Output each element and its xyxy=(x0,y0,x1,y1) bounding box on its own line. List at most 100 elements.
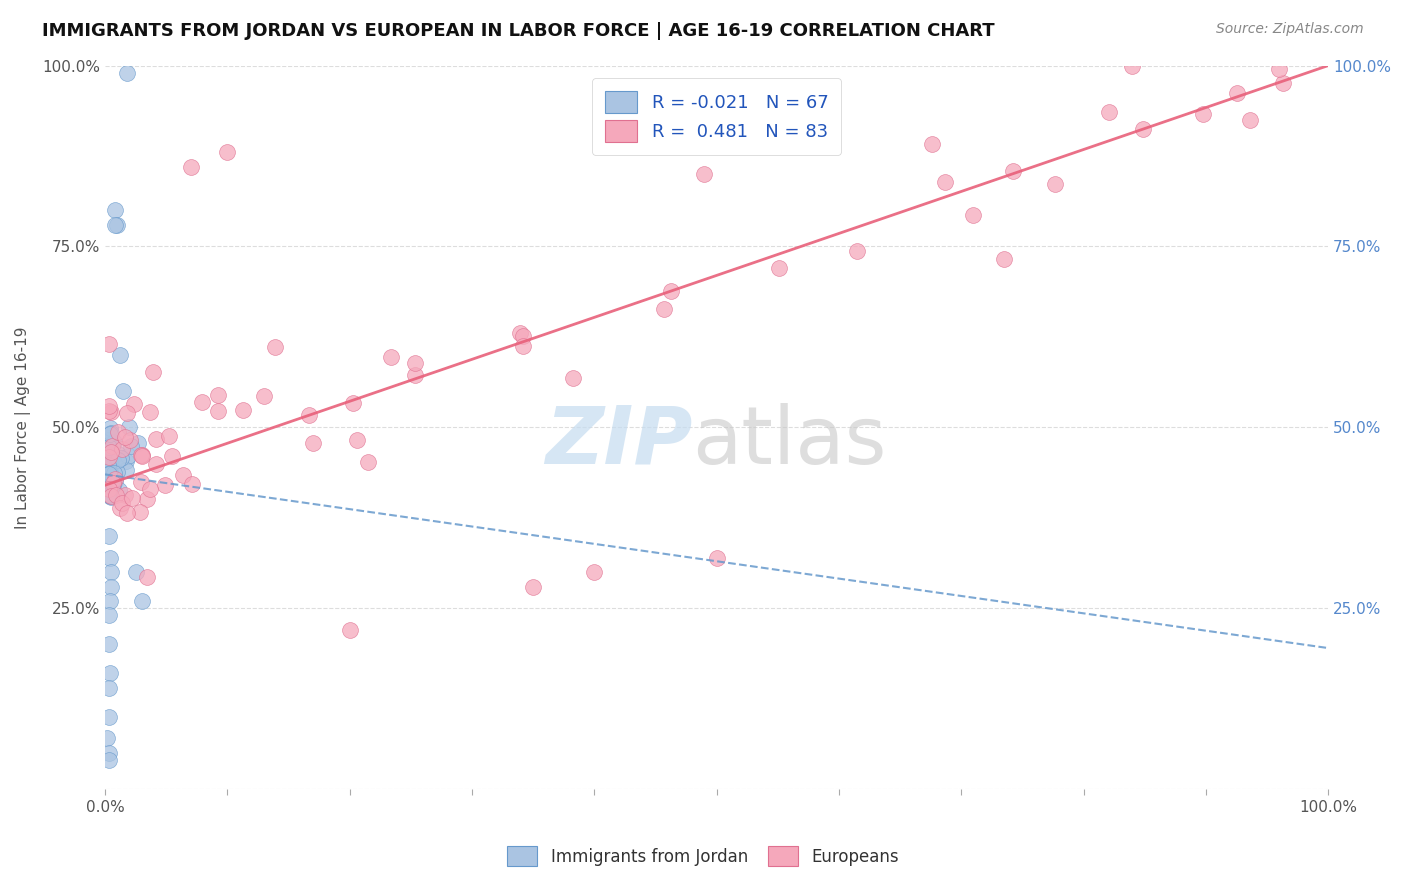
Point xyxy=(1098,104,1121,119)
Point xyxy=(135,492,157,507)
Point xyxy=(404,356,426,370)
Point xyxy=(993,252,1015,267)
Point xyxy=(297,409,319,423)
Point xyxy=(357,455,380,469)
Point xyxy=(97,456,120,470)
Point xyxy=(1045,177,1067,191)
Point xyxy=(104,488,127,502)
Point xyxy=(101,439,124,453)
Point xyxy=(509,326,531,341)
Point xyxy=(97,471,120,485)
Point xyxy=(107,446,129,460)
Point xyxy=(108,501,131,516)
Point xyxy=(96,458,118,472)
Point xyxy=(191,395,214,409)
Point xyxy=(121,491,143,505)
Point xyxy=(98,400,121,414)
Point xyxy=(96,456,118,470)
Point xyxy=(1192,107,1215,121)
Point xyxy=(97,467,120,481)
Point xyxy=(112,384,135,399)
Point xyxy=(97,608,120,623)
Point xyxy=(97,337,120,351)
Point xyxy=(97,637,120,651)
Point xyxy=(173,467,195,482)
Point xyxy=(921,136,943,151)
Point xyxy=(1132,122,1154,136)
Point xyxy=(96,465,118,479)
Point xyxy=(583,565,606,579)
Point xyxy=(107,453,129,467)
Point xyxy=(217,145,239,160)
Point xyxy=(97,753,120,767)
Point xyxy=(96,442,118,457)
Point xyxy=(104,452,127,467)
Point xyxy=(120,439,142,453)
Point xyxy=(1121,59,1143,73)
Point xyxy=(101,474,124,488)
Point xyxy=(100,479,122,493)
Point xyxy=(522,580,544,594)
Point xyxy=(120,433,142,447)
Point xyxy=(693,167,716,181)
Point xyxy=(142,366,165,380)
Point xyxy=(100,468,122,483)
Point xyxy=(512,328,534,343)
Point xyxy=(98,466,121,480)
Point xyxy=(97,443,120,458)
Point xyxy=(100,425,122,440)
Point xyxy=(145,432,167,446)
Legend: R = -0.021   N = 67, R =  0.481   N = 83: R = -0.021 N = 67, R = 0.481 N = 83 xyxy=(592,78,841,155)
Point xyxy=(118,420,141,434)
Point xyxy=(104,472,127,486)
Point xyxy=(103,434,125,449)
Point xyxy=(98,426,121,441)
Point xyxy=(100,580,122,594)
Point xyxy=(108,483,131,497)
Point xyxy=(652,301,675,316)
Point xyxy=(404,368,426,382)
Point xyxy=(110,450,132,465)
Point xyxy=(124,565,146,579)
Point xyxy=(100,404,122,418)
Point xyxy=(111,442,134,457)
Point xyxy=(115,506,138,520)
Point xyxy=(98,666,121,681)
Text: IMMIGRANTS FROM JORDAN VS EUROPEAN IN LABOR FORCE | AGE 16-19 CORRELATION CHART: IMMIGRANTS FROM JORDAN VS EUROPEAN IN LA… xyxy=(42,22,995,40)
Point xyxy=(96,473,118,487)
Point xyxy=(115,66,138,80)
Point xyxy=(139,483,162,497)
Point xyxy=(380,350,402,364)
Point xyxy=(1272,76,1295,90)
Point xyxy=(122,397,145,411)
Point xyxy=(97,458,120,473)
Point xyxy=(153,478,176,492)
Point xyxy=(105,218,128,232)
Point xyxy=(104,475,127,489)
Point xyxy=(131,448,153,462)
Point xyxy=(253,389,276,403)
Point xyxy=(97,404,120,418)
Point xyxy=(232,403,254,417)
Point xyxy=(1268,62,1291,77)
Point xyxy=(98,550,121,565)
Point xyxy=(138,404,160,418)
Point xyxy=(1002,164,1025,178)
Point xyxy=(96,451,118,466)
Point xyxy=(101,480,124,494)
Point xyxy=(97,440,120,454)
Point xyxy=(114,463,136,477)
Point xyxy=(339,623,361,637)
Point xyxy=(162,449,184,463)
Point xyxy=(114,488,136,502)
Point xyxy=(659,284,682,298)
Point xyxy=(96,444,118,458)
Point xyxy=(115,406,138,420)
Point xyxy=(100,565,122,579)
Point xyxy=(107,425,129,439)
Text: ZIP: ZIP xyxy=(544,403,692,481)
Point xyxy=(101,475,124,490)
Point xyxy=(98,594,121,608)
Point xyxy=(100,444,122,458)
Point xyxy=(97,482,120,496)
